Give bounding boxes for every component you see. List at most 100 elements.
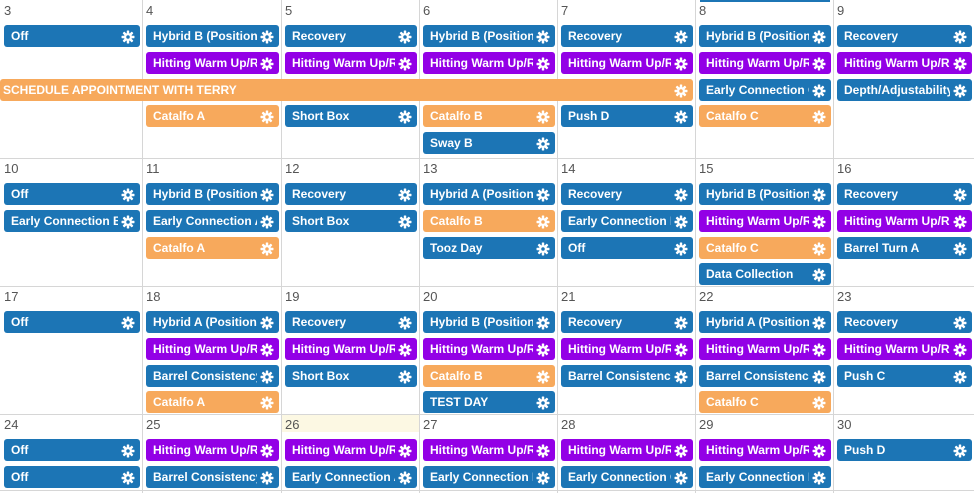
day-number[interactable]: 12 [285, 161, 300, 176]
gear-icon[interactable] [398, 342, 412, 357]
day-number[interactable]: 10 [4, 161, 19, 176]
gear-icon[interactable] [536, 187, 550, 202]
calendar-event[interactable]: Hitting Warm Up/Re [837, 338, 972, 360]
gear-icon[interactable] [536, 443, 550, 458]
gear-icon[interactable] [260, 369, 274, 384]
overflow-event-stub[interactable] [700, 0, 830, 2]
gear-icon[interactable] [121, 187, 135, 202]
day-number[interactable]: 27 [423, 417, 438, 432]
calendar-event[interactable]: Recovery [561, 311, 693, 333]
gear-icon[interactable] [953, 241, 967, 256]
day-number[interactable]: 29 [699, 417, 714, 432]
calendar-event[interactable]: Catalfo A [146, 391, 279, 413]
calendar-event[interactable]: Recovery [285, 183, 417, 205]
calendar-event[interactable]: Early Connection D [699, 466, 831, 488]
gear-icon[interactable] [398, 29, 412, 44]
calendar-event[interactable]: Hitting Warm Up/Re [146, 52, 279, 74]
gear-icon[interactable] [812, 56, 826, 71]
calendar-event[interactable]: Short Box [285, 210, 417, 232]
calendar-event[interactable]: Catalfo A [146, 237, 279, 259]
calendar-event[interactable]: Hybrid A (Position pl [699, 311, 831, 333]
calendar-event[interactable]: Hybrid B (Position P [423, 311, 555, 333]
calendar-event[interactable]: Off [4, 183, 140, 205]
gear-icon[interactable] [260, 56, 274, 71]
day-number[interactable]: 19 [285, 289, 300, 304]
gear-icon[interactable] [812, 109, 826, 124]
gear-icon[interactable] [953, 56, 967, 71]
gear-icon[interactable] [812, 315, 826, 330]
gear-icon[interactable] [121, 315, 135, 330]
calendar-event[interactable]: Barrel Consistency [699, 365, 831, 387]
calendar-event[interactable]: Catalfo B [423, 365, 555, 387]
day-number[interactable]: 11 [146, 161, 160, 176]
calendar-event[interactable]: Recovery [561, 183, 693, 205]
gear-icon[interactable] [953, 187, 967, 202]
day-number[interactable]: 21 [561, 289, 576, 304]
calendar-event[interactable]: Sway B [423, 132, 555, 154]
calendar-event[interactable]: Hitting Warm Up/Re [285, 439, 417, 461]
gear-icon[interactable] [121, 443, 135, 458]
day-number[interactable]: 3 [4, 3, 12, 18]
calendar-event[interactable]: Push D [837, 439, 972, 461]
calendar-event[interactable]: Hitting Warm Up/Re [423, 439, 555, 461]
all-day-banner-event[interactable]: SCHEDULE APPOINTMENT WITH TERRY [0, 79, 693, 101]
gear-icon[interactable] [536, 315, 550, 330]
calendar-event[interactable]: Barrel Consistency [561, 365, 693, 387]
calendar-event[interactable]: Short Box [285, 365, 417, 387]
calendar-event[interactable]: Short Box [285, 105, 417, 127]
gear-icon[interactable] [398, 443, 412, 458]
calendar-event[interactable]: Hitting Warm Up/Re [561, 439, 693, 461]
gear-icon[interactable] [674, 443, 688, 458]
gear-icon[interactable] [536, 395, 550, 410]
calendar-event[interactable]: Barrel Consistency [146, 365, 279, 387]
gear-icon[interactable] [260, 29, 274, 44]
calendar-event[interactable]: Hitting Warm Up/Re [146, 338, 279, 360]
gear-icon[interactable] [121, 470, 135, 485]
gear-icon[interactable] [260, 315, 274, 330]
calendar-event[interactable]: Tooz Day [423, 237, 555, 259]
day-number[interactable]: 8 [699, 3, 707, 18]
gear-icon[interactable] [260, 470, 274, 485]
calendar-event[interactable]: Early Connection D [561, 210, 693, 232]
gear-icon[interactable] [812, 342, 826, 357]
calendar-event[interactable]: Hitting Warm Up/Re [146, 439, 279, 461]
calendar-event[interactable]: Hitting Warm Up/Re [285, 52, 417, 74]
gear-icon[interactable] [536, 214, 550, 229]
calendar-event[interactable]: Recovery [837, 311, 972, 333]
calendar-event[interactable]: Push D [561, 105, 693, 127]
calendar-event[interactable]: Catalfo B [423, 210, 555, 232]
gear-icon[interactable] [953, 29, 967, 44]
gear-icon[interactable] [398, 56, 412, 71]
calendar-event[interactable]: Hybrid B (Position Pl [699, 25, 831, 47]
day-number[interactable]: 14 [561, 161, 576, 176]
calendar-event[interactable]: Early Connection A [146, 210, 279, 232]
day-number[interactable]: 17 [4, 289, 19, 304]
gear-icon[interactable] [812, 470, 826, 485]
calendar-event[interactable]: Hitting Warm Up/Re [699, 439, 831, 461]
calendar-event[interactable]: Early Connection B [4, 210, 140, 232]
calendar-event[interactable]: Hybrid B (Position Pl [699, 183, 831, 205]
gear-icon[interactable] [536, 109, 550, 124]
calendar-event[interactable]: Early Connection C [699, 79, 831, 101]
gear-icon[interactable] [812, 369, 826, 384]
gear-icon[interactable] [260, 342, 274, 357]
calendar-event[interactable]: Early Connection B [423, 466, 555, 488]
gear-icon[interactable] [674, 83, 688, 98]
calendar-event[interactable]: Hybrid B (Position Pl [146, 25, 279, 47]
calendar-event[interactable]: Recovery [837, 183, 972, 205]
day-number[interactable]: 20 [423, 289, 438, 304]
calendar-event[interactable]: Hybrid B (Position P [423, 25, 555, 47]
gear-icon[interactable] [260, 187, 274, 202]
day-number[interactable]: 5 [285, 3, 293, 18]
gear-icon[interactable] [398, 369, 412, 384]
day-number[interactable]: 28 [561, 417, 576, 432]
gear-icon[interactable] [812, 83, 826, 98]
calendar-event[interactable]: Recovery [285, 311, 417, 333]
gear-icon[interactable] [121, 214, 135, 229]
gear-icon[interactable] [398, 315, 412, 330]
gear-icon[interactable] [674, 470, 688, 485]
day-number[interactable]: 9 [837, 3, 845, 18]
gear-icon[interactable] [260, 395, 274, 410]
gear-icon[interactable] [812, 395, 826, 410]
calendar-event[interactable]: Catalfo C [699, 105, 831, 127]
